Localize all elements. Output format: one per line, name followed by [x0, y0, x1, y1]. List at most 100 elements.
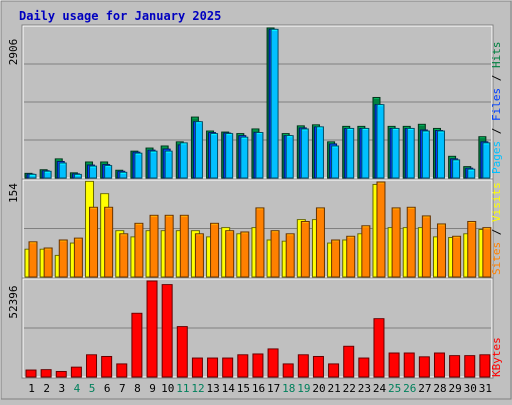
bar-sites-day-10 [164, 214, 174, 278]
bar-kbytes-day-19 [297, 354, 309, 378]
x-tick-day-3: 3 [59, 382, 66, 395]
bar-kbytes-day-24 [373, 318, 385, 378]
x-tick-day-20: 20 [312, 382, 325, 395]
bar-pages-day-26 [406, 127, 415, 179]
chart-title: Daily usage for January 2025 [19, 9, 221, 23]
bar-sites-day-18 [285, 233, 295, 278]
bar-sites-day-24 [376, 181, 386, 278]
x-tick-day-8: 8 [134, 382, 141, 395]
bar-sites-day-28 [436, 223, 446, 278]
bar-pages-day-24 [376, 104, 385, 179]
bar-sites-day-1 [28, 241, 38, 278]
x-tick-day-30: 30 [464, 382, 477, 395]
x-tick-day-5: 5 [89, 382, 96, 395]
bar-sites-day-29 [452, 235, 462, 278]
bar-sites-day-11 [179, 214, 189, 278]
panels: 2906 Pages / Files / Hits 154 Sites / Visit… [7, 24, 503, 379]
bar-kbytes-day-31 [479, 354, 491, 378]
bar-sites-day-17 [270, 230, 280, 278]
bar-pages-day-17 [270, 28, 279, 179]
legend-separator: / [490, 121, 503, 141]
panel-frame-shadow [21, 277, 494, 379]
bar-pages-day-6 [104, 165, 113, 179]
bar-kbytes-day-16 [252, 353, 264, 378]
bar-pages-day-8 [134, 152, 143, 179]
x-tick-day-27: 27 [418, 382, 431, 395]
bar-sites-day-13 [210, 222, 220, 278]
legend-hits-files-pages: Pages / Files / Hits [490, 42, 503, 175]
bar-sites-day-25 [391, 207, 401, 278]
bar-sites-day-7 [119, 233, 129, 278]
bar-kbytes-day-15 [237, 354, 249, 378]
bar-sites-day-15 [240, 231, 250, 278]
bar-kbytes-day-10 [161, 284, 173, 378]
panel-visits-sites: 154 Sites / Visits [7, 178, 503, 279]
y-max-label: 2906 [7, 39, 20, 66]
y-max-label: 154 [7, 183, 20, 203]
bar-pages-day-12 [194, 121, 203, 179]
bar-pages-day-1 [28, 173, 37, 179]
panel-kbytes: 52396 KBytes [7, 277, 503, 379]
bar-kbytes-day-20 [312, 355, 324, 378]
x-tick-day-6: 6 [104, 382, 111, 395]
bar-pages-day-18 [285, 135, 294, 179]
legend-pages: Pages [490, 141, 503, 174]
bar-pages-day-11 [179, 142, 188, 179]
bar-kbytes-day-30 [464, 355, 476, 378]
x-tick-day-16: 16 [252, 382, 265, 395]
x-axis: 1 2 3 4 5 6 7 8 9 10 11 12 13 14 15 16 17 18 19 20 21 22 23 24 2… [28, 382, 492, 395]
legend-visits-sites: Sites / Visits [490, 182, 503, 275]
bar-kbytes-day-12 [191, 357, 203, 378]
bar-kbytes-day-1 [25, 369, 37, 378]
x-tick-day-22: 22 [343, 382, 356, 395]
x-tick-day-14: 14 [222, 382, 236, 395]
bar-sites-day-6 [104, 206, 114, 278]
bar-kbytes-day-6 [101, 355, 113, 378]
x-tick-day-25: 25 [388, 382, 401, 395]
x-tick-day-21: 21 [328, 382, 341, 395]
bar-pages-day-31 [482, 142, 491, 179]
bar-pages-day-19 [300, 128, 309, 179]
bar-pages-day-30 [467, 168, 476, 179]
bar-kbytes-day-7 [116, 363, 128, 378]
bar-kbytes-day-28 [433, 352, 445, 378]
bar-sites-day-8 [134, 222, 144, 278]
bar-kbytes-day-8 [131, 312, 143, 378]
bar-sites-day-4 [73, 237, 83, 278]
bar-sites-day-31 [482, 227, 492, 278]
legend-kbytes: KBytes [490, 337, 503, 377]
x-tick-day-23: 23 [358, 382, 371, 395]
bar-pages-day-21 [331, 145, 340, 179]
bar-kbytes-day-14 [222, 357, 234, 378]
x-tick-day-31: 31 [479, 382, 492, 395]
bar-pages-day-16 [255, 132, 264, 179]
bar-kbytes-day-2 [40, 369, 52, 378]
bar-pages-day-3 [58, 162, 67, 179]
bar-pages-day-15 [240, 136, 249, 179]
x-tick-day-12: 12 [191, 382, 204, 395]
bar-kbytes-day-22 [343, 345, 355, 378]
x-tick-day-7: 7 [119, 382, 126, 395]
legend-separator: / [490, 222, 503, 242]
bar-sites-day-5 [89, 206, 99, 278]
x-tick-day-19: 19 [297, 382, 310, 395]
bar-sites-day-9 [149, 214, 159, 278]
x-tick-day-9: 9 [149, 382, 156, 395]
bar-kbytes-day-17 [267, 348, 279, 378]
bar-pages-day-28 [436, 130, 445, 179]
bar-sites-day-27 [421, 215, 431, 278]
x-tick-day-11: 11 [176, 382, 189, 395]
bar-kbytes-day-11 [176, 326, 188, 378]
x-tick-day-24: 24 [373, 382, 387, 395]
bar-sites-day-19 [300, 220, 310, 278]
x-tick-day-2: 2 [43, 382, 50, 395]
bar-kbytes-day-5 [86, 354, 98, 378]
bar-pages-day-9 [149, 150, 158, 179]
x-tick-day-17: 17 [267, 382, 280, 395]
bar-pages-day-7 [119, 171, 128, 179]
x-tick-day-18: 18 [282, 382, 295, 395]
y-max-label: 52396 [7, 285, 20, 318]
